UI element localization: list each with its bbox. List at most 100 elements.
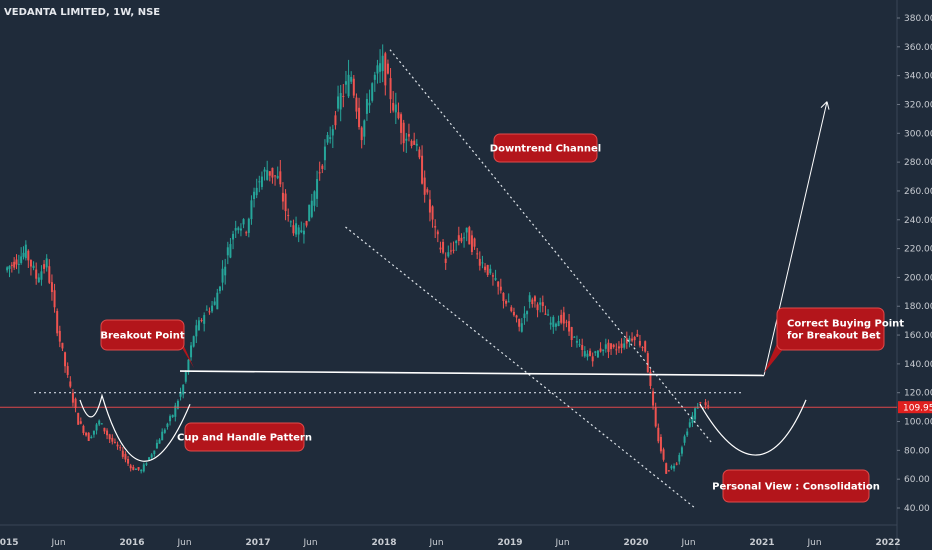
candle-body — [688, 422, 691, 427]
candle-body — [113, 441, 116, 443]
candle-body — [32, 265, 35, 268]
candle-body — [489, 268, 492, 274]
x-tick-label: Jun — [302, 538, 317, 548]
candle-body — [137, 467, 140, 470]
candle-body — [297, 227, 300, 235]
candle-body — [61, 342, 64, 349]
candle-body — [250, 200, 253, 220]
candle-body — [64, 352, 67, 367]
candle-body — [127, 458, 130, 464]
candle-body — [284, 193, 287, 212]
candle-body — [171, 414, 174, 418]
candle-body — [331, 129, 334, 136]
x-tick-label: 2016 — [119, 538, 144, 548]
projection-arrow-line — [763, 101, 828, 376]
x-tick-label: 2021 — [749, 538, 774, 548]
candle-body — [121, 450, 124, 457]
candle-body — [100, 423, 103, 425]
candle-body — [589, 350, 592, 356]
candle-body — [583, 351, 586, 357]
y-tick-label: 240.00 — [904, 216, 932, 226]
candle-body — [407, 134, 410, 137]
candle-body — [29, 260, 32, 267]
candle-body — [142, 464, 145, 472]
candle-body — [161, 431, 164, 441]
y-tick-label: 120.00 — [904, 389, 932, 399]
candle-body — [673, 465, 676, 469]
current-price-tag — [898, 401, 932, 414]
candle-body — [665, 463, 668, 474]
candles — [6, 44, 710, 474]
y-tick-label: 140.00 — [904, 360, 932, 370]
candle-body — [575, 340, 578, 343]
candle-body — [87, 432, 90, 441]
candle-body — [300, 230, 303, 233]
candle-body — [512, 311, 515, 316]
candle-body — [392, 102, 395, 111]
y-tick-label: 60.00 — [904, 475, 930, 485]
candle-body — [50, 282, 53, 292]
candle-body — [368, 102, 371, 106]
callout-label: Correct Buying Point — [787, 319, 904, 330]
candle-body — [470, 235, 473, 252]
candle-body — [6, 267, 9, 271]
candle-body — [552, 317, 555, 327]
y-tick-label: 340.00 — [904, 72, 932, 82]
candle-body — [106, 430, 109, 436]
candle-body — [578, 344, 581, 346]
candle-body — [355, 97, 358, 112]
candle-body — [10, 264, 13, 266]
candle-body — [421, 155, 424, 184]
candle-body — [636, 334, 639, 337]
candle-body — [77, 413, 80, 425]
candle-body — [179, 391, 182, 397]
candle-body — [554, 323, 557, 327]
candle-body — [507, 301, 510, 303]
x-tick-label: Jun — [806, 538, 821, 548]
candle-body — [35, 269, 38, 279]
candle-body — [499, 286, 502, 291]
candle-body — [197, 320, 200, 331]
candle-body — [376, 65, 379, 74]
candle-body — [617, 346, 620, 349]
candle-body — [520, 323, 523, 332]
candle-body — [266, 170, 269, 180]
candle-body — [192, 336, 195, 347]
candle-body — [268, 171, 271, 176]
candle-body — [205, 309, 208, 311]
candle-body — [342, 95, 345, 97]
candle-body — [92, 430, 95, 435]
x-tick-label: 2015 — [0, 538, 19, 548]
candle-body — [134, 468, 137, 470]
cup-curve — [79, 393, 191, 462]
candle-body — [591, 356, 594, 362]
candle-body — [491, 275, 494, 277]
candle-body — [599, 348, 602, 352]
candle-body — [657, 427, 660, 442]
y-tick-label: 200.00 — [904, 273, 932, 283]
candle-body — [45, 258, 48, 268]
callout-correct-buying-point — [776, 307, 885, 351]
candle-body — [302, 230, 305, 235]
candle-body — [486, 264, 489, 276]
candle-body — [287, 214, 290, 216]
candle-body — [510, 307, 513, 312]
candle-body — [190, 345, 193, 358]
candle-body — [211, 305, 214, 312]
candle-body — [344, 81, 347, 85]
candle-body — [586, 353, 589, 357]
candle-body — [478, 258, 481, 266]
candle-body — [523, 313, 526, 319]
candle-body — [531, 299, 534, 305]
candle-body — [371, 83, 374, 101]
candle-body — [670, 466, 673, 469]
candle-body — [379, 63, 382, 72]
candle-body — [455, 240, 458, 244]
candle-body — [247, 218, 250, 233]
candle-body — [431, 206, 434, 220]
x-tick-label: 2020 — [623, 538, 648, 548]
candle-body — [562, 312, 565, 324]
candle-body — [103, 427, 106, 432]
y-tick-label: 360.00 — [904, 43, 932, 53]
